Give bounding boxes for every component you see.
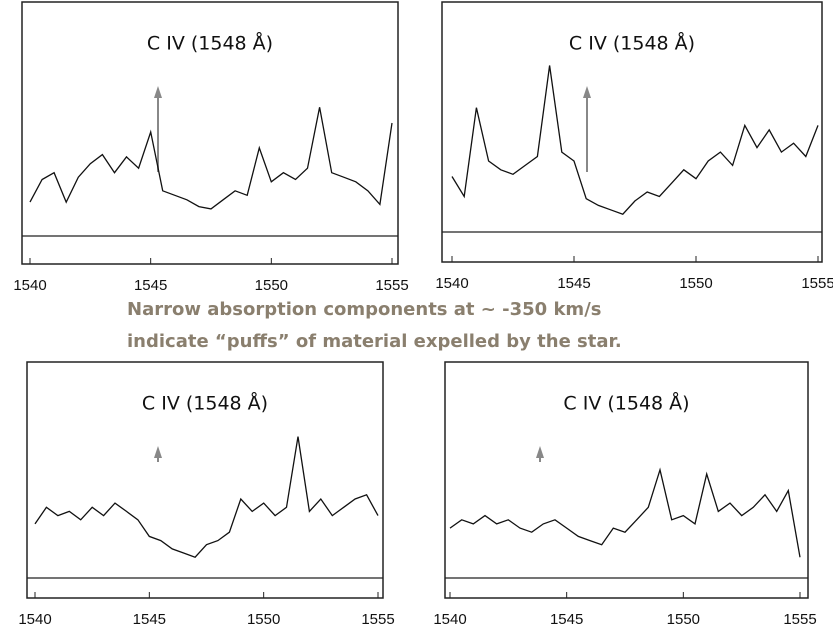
x-tick-label: 1555 bbox=[361, 611, 394, 628]
x-tick-label: 1550 bbox=[667, 611, 700, 628]
frame bbox=[444, 361, 809, 599]
spectrum bbox=[29, 107, 393, 210]
x-tick-label: 1540 bbox=[13, 277, 46, 294]
x-tick-label: 1550 bbox=[679, 275, 712, 292]
x-tick-label: 1555 bbox=[783, 611, 816, 628]
panel-title: C IV (1548 Å) bbox=[569, 32, 695, 55]
panel-title: C IV (1548 Å) bbox=[563, 392, 689, 415]
panel-title: C IV (1548 Å) bbox=[147, 32, 273, 55]
arrow-head bbox=[154, 446, 162, 458]
x-tick-label: 1545 bbox=[557, 275, 590, 292]
x-tick-label: 1545 bbox=[134, 277, 167, 294]
panel-title: C IV (1548 Å) bbox=[142, 392, 268, 415]
x-tick-label: 1550 bbox=[247, 611, 280, 628]
caption: Narrow absorption components at ~ -350 k… bbox=[127, 299, 601, 320]
x-tick-label: 1540 bbox=[18, 611, 51, 628]
x-tick-label: 1550 bbox=[255, 277, 288, 294]
x-tick-label: 1555 bbox=[375, 277, 408, 294]
arrow-head bbox=[536, 446, 544, 458]
arrow-head bbox=[154, 86, 162, 98]
arrow-head bbox=[583, 86, 591, 98]
frame bbox=[21, 1, 399, 265]
spectrum bbox=[451, 65, 819, 215]
x-tick-label: 1555 bbox=[801, 275, 833, 292]
caption: indicate “puffs” of material expelled by… bbox=[127, 331, 622, 352]
spectrum bbox=[34, 436, 379, 558]
x-tick-label: 1545 bbox=[133, 611, 166, 628]
x-tick-label: 1545 bbox=[550, 611, 583, 628]
x-tick-label: 1540 bbox=[435, 275, 468, 292]
frame bbox=[441, 1, 823, 263]
spectrum bbox=[449, 467, 801, 558]
frame bbox=[26, 361, 384, 599]
x-tick-label: 1540 bbox=[433, 611, 466, 628]
